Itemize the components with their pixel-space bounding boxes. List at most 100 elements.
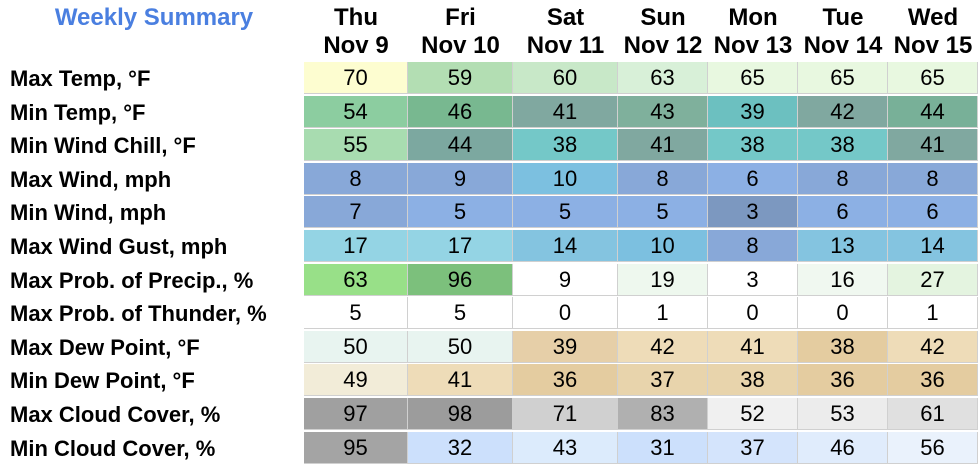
table-cell: 41: [408, 364, 513, 396]
table-cell: 8: [798, 163, 888, 195]
table-cell: 38: [798, 129, 888, 161]
row-label: Min Wind Chill, °F: [10, 133, 196, 158]
table-cell: 6: [888, 196, 978, 228]
table-cell: 46: [408, 96, 513, 128]
table-cell: 49: [304, 364, 408, 396]
table-cell: 83: [618, 398, 708, 430]
table-cell: 71: [513, 398, 618, 430]
row-label: Max Wind, mph: [10, 167, 172, 192]
table-cell: 36: [888, 364, 978, 396]
table-row: Max Cloud Cover, % 97 98 71 83 52 53 61: [0, 398, 978, 431]
table-cell: 41: [618, 129, 708, 161]
table-row: Min Temp, °F 54 46 41 43 39 42 44: [0, 96, 978, 129]
day-header: Sun Nov 12: [618, 4, 708, 60]
table-cell: 37: [618, 364, 708, 396]
row-label: Max Cloud Cover, %: [10, 402, 221, 427]
table-cell: 38: [798, 331, 888, 363]
table-cell: 5: [618, 196, 708, 228]
table-cell: 5: [408, 196, 513, 228]
table-cell: 60: [513, 62, 618, 94]
table-cell: 1: [618, 297, 708, 329]
day-of-week: Tue: [822, 4, 864, 31]
table-cell: 6: [798, 196, 888, 228]
day-date: Nov 11: [526, 32, 605, 59]
table-cell: 14: [888, 230, 978, 262]
table-row: Max Dew Point, °F 50 50 39 42 41 38 42: [0, 331, 978, 364]
day-date: Nov 12: [623, 32, 703, 59]
table-cell: 3: [708, 264, 798, 296]
table-cell: 0: [798, 297, 888, 329]
table-cell: 37: [708, 432, 798, 464]
table-cell: 63: [618, 62, 708, 94]
table-cell: 53: [798, 398, 888, 430]
table-cell: 27: [888, 264, 978, 296]
day-header: Mon Nov 13: [708, 4, 798, 60]
table-cell: 5: [513, 196, 618, 228]
table-cell: 63: [304, 264, 408, 296]
table-cell: 95: [304, 432, 408, 464]
table-cell: 8: [618, 163, 708, 195]
table-cell: 50: [408, 331, 513, 363]
row-label: Max Temp, °F: [10, 66, 151, 91]
table-cell: 61: [888, 398, 978, 430]
table-cell: 43: [513, 432, 618, 464]
table-cell: 36: [513, 364, 618, 396]
table-cell: 70: [304, 62, 408, 94]
table-cell: 13: [798, 230, 888, 262]
table-cell: 9: [513, 264, 618, 296]
day-header: Sat Nov 11: [513, 4, 618, 60]
table-cell: 0: [513, 297, 618, 329]
table-cell: 39: [513, 331, 618, 363]
table-row: Min Wind, mph 7 5 5 5 3 6 6: [0, 196, 978, 229]
day-header: Fri Nov 10: [408, 4, 513, 60]
day-date: Nov 15: [893, 32, 973, 59]
table-cell: 32: [408, 432, 513, 464]
table-cell: 17: [408, 230, 513, 262]
table-cell: 10: [513, 163, 618, 195]
table-cell: 44: [888, 96, 978, 128]
table-cell: 41: [708, 331, 798, 363]
table-cell: 6: [708, 163, 798, 195]
table-cell: 8: [708, 230, 798, 262]
row-label: Max Prob. of Precip., %: [10, 268, 254, 293]
table-cell: 14: [513, 230, 618, 262]
row-label: Min Temp, °F: [10, 100, 146, 125]
day-of-week: Sat: [546, 4, 585, 31]
page-title: Weekly Summary: [54, 4, 254, 31]
table-cell: 42: [798, 96, 888, 128]
table-cell: 10: [618, 230, 708, 262]
table-cell: 3: [708, 196, 798, 228]
table-cell: 0: [708, 297, 798, 329]
day-of-week: Wed: [907, 4, 959, 31]
day-of-week: Sun: [640, 4, 686, 31]
table-cell: 19: [618, 264, 708, 296]
table-row: Min Dew Point, °F 49 41 36 37 38 36 36: [0, 364, 978, 397]
table-cell: 65: [708, 62, 798, 94]
day-header: Thu Nov 9: [304, 4, 408, 60]
table-row: Min Wind Chill, °F 55 44 38 41 38 38 41: [0, 129, 978, 162]
table-row: Min Cloud Cover, % 95 32 43 31 37 46 56: [0, 432, 978, 465]
table-cell: 97: [304, 398, 408, 430]
table-row: Max Wind Gust, mph 17 17 14 10 8 13 14: [0, 230, 978, 263]
row-label: Max Wind Gust, mph: [10, 234, 228, 259]
table-cell: 42: [618, 331, 708, 363]
table-cell: 5: [408, 297, 513, 329]
table-cell: 46: [798, 432, 888, 464]
day-of-week: Mon: [728, 4, 778, 31]
table-cell: 8: [888, 163, 978, 195]
day-header: Tue Nov 14: [798, 4, 888, 60]
table-cell: 17: [304, 230, 408, 262]
table-cell: 50: [304, 331, 408, 363]
table-cell: 44: [408, 129, 513, 161]
table-cell: 38: [708, 129, 798, 161]
day-date: Nov 14: [803, 32, 883, 59]
table-cell: 96: [408, 264, 513, 296]
table-cell: 65: [798, 62, 888, 94]
day-date: Nov 10: [421, 32, 500, 59]
table-cell: 38: [513, 129, 618, 161]
table-cell: 56: [888, 432, 978, 464]
row-label: Min Cloud Cover, %: [10, 436, 216, 461]
table-cell: 7: [304, 196, 408, 228]
table-row: Max Temp, °F 70 59 60 63 65 65 65: [0, 62, 978, 95]
table-cell: 65: [888, 62, 978, 94]
